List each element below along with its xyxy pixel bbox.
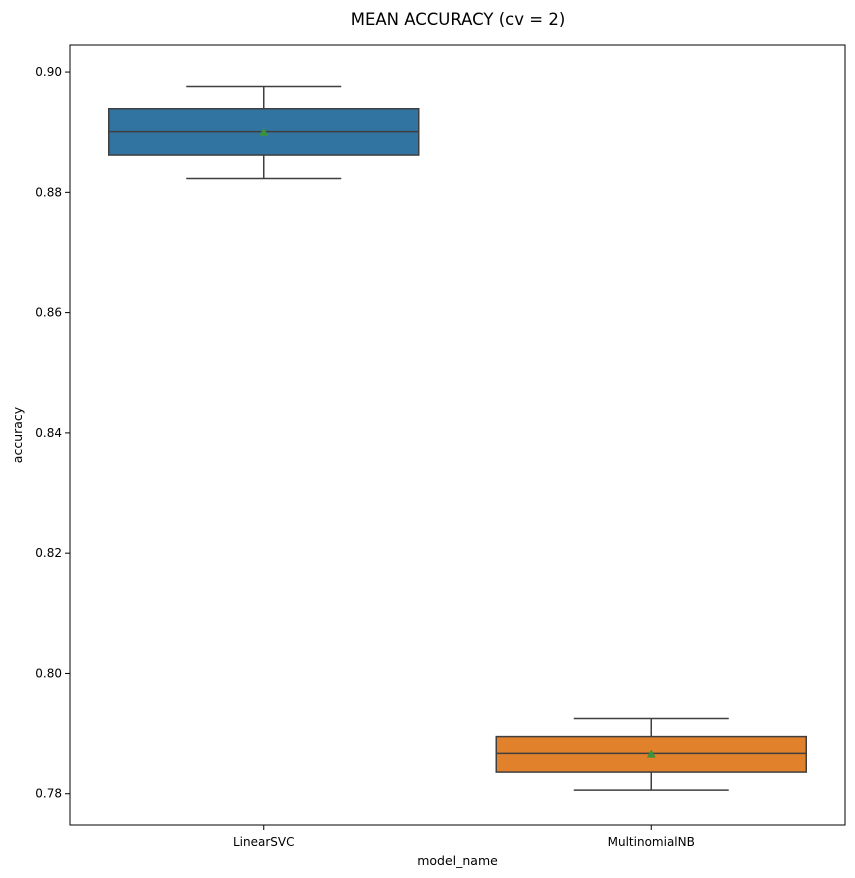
y-tick-label: 0.86 (35, 306, 62, 320)
y-axis-label: accuracy (10, 406, 25, 463)
x-tick-label: MultinomialNB (608, 835, 695, 849)
y-tick-label: 0.78 (35, 787, 62, 801)
plot-area (69, 44, 846, 826)
x-axis-label: model_name (417, 853, 498, 868)
box-group (495, 717, 807, 791)
mean-marker (646, 749, 656, 758)
boxes (108, 85, 807, 791)
y-tick-label: 0.90 (35, 65, 62, 79)
chart-title: MEAN ACCURACY (cv = 2) (351, 10, 566, 29)
x-axis: LinearSVC MultinomialNB (233, 825, 695, 849)
x-tick-label: LinearSVC (233, 835, 295, 849)
y-tick-label: 0.88 (35, 185, 62, 199)
y-tick-label: 0.82 (35, 546, 62, 560)
y-tick-label: 0.80 (35, 666, 62, 680)
box-group (108, 85, 420, 180)
y-axis: 0.78 0.80 0.82 0.84 0.86 0.88 0.90 (35, 65, 70, 801)
mean-marker (259, 127, 269, 136)
y-tick-label: 0.84 (35, 426, 62, 440)
